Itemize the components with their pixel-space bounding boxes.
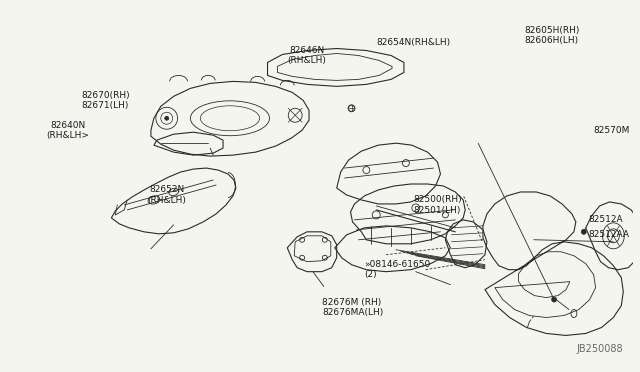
- Text: 82512AA: 82512AA: [589, 230, 630, 239]
- Text: 82652N
(RH&LH): 82652N (RH&LH): [147, 185, 186, 205]
- Text: 82500(RH)
82501(LH): 82500(RH) 82501(LH): [414, 195, 463, 215]
- Text: »08146-61650
(2): »08146-61650 (2): [364, 260, 431, 279]
- Text: 82512A: 82512A: [589, 215, 623, 224]
- Text: 82640N
(RH&LH>: 82640N (RH&LH>: [46, 121, 90, 140]
- Text: 82670(RH)
82671(LH): 82670(RH) 82671(LH): [82, 91, 131, 110]
- Text: 82570M: 82570M: [594, 126, 630, 135]
- Ellipse shape: [164, 116, 169, 120]
- Ellipse shape: [581, 229, 586, 234]
- Text: 82654N(RH&LH): 82654N(RH&LH): [376, 38, 451, 47]
- Text: 82605H(RH)
82606H(LH): 82605H(RH) 82606H(LH): [524, 26, 580, 45]
- Text: 82646N
(RH&LH): 82646N (RH&LH): [287, 46, 326, 65]
- Ellipse shape: [552, 297, 557, 302]
- Text: 82676M (RH)
82676MA(LH): 82676M (RH) 82676MA(LH): [322, 298, 383, 317]
- Text: JB250088: JB250088: [577, 344, 623, 355]
